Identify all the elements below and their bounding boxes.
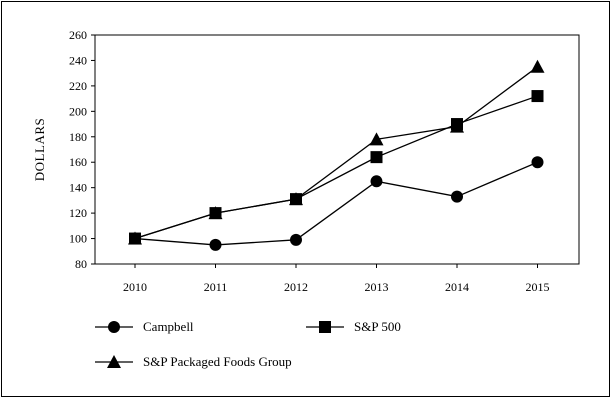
circle-point — [370, 175, 383, 188]
y-tick-label: 200 — [69, 104, 87, 118]
legend: Campbell S&P 500 S&P Packaged Foods Group — [95, 319, 401, 369]
square-point — [370, 151, 383, 164]
legend-label: S&P Packaged Foods Group — [143, 354, 292, 369]
legend-label: S&P 500 — [354, 319, 401, 334]
x-tick-label: 2012 — [284, 280, 308, 294]
y-tick-label: 180 — [69, 130, 87, 144]
triangle-point — [289, 192, 303, 206]
y-tick-label: 120 — [69, 206, 87, 220]
legend-triangle-icon — [107, 355, 121, 368]
y-tick-label: 80 — [75, 257, 87, 271]
triangle-point — [208, 206, 223, 220]
x-tick-label: 2015 — [526, 280, 550, 294]
y-tick-label: 140 — [69, 181, 87, 195]
triangle-point — [450, 119, 464, 133]
plot-area-border — [94, 34, 580, 265]
x-tick-label: 2010 — [123, 280, 147, 294]
circle-point — [290, 233, 302, 246]
y-tick-labels: 80 100 120 140 160 180 200 220 240 260 — [69, 28, 87, 271]
legend-label: Campbell — [143, 319, 194, 334]
circle-point — [531, 156, 544, 169]
triangle-point — [369, 132, 384, 146]
series-line — [134, 95, 538, 240]
x-tick-labels: 2010 2011 2012 2013 2014 2015 — [123, 280, 550, 294]
legend-entry: S&P Packaged Foods Group — [95, 354, 292, 369]
y-tick-label: 100 — [69, 232, 87, 246]
series-lines — [128, 59, 545, 251]
y-axis-label: DOLLARS — [32, 118, 47, 181]
x-tick-label: 2011 — [204, 280, 228, 294]
triangle-point — [530, 59, 545, 73]
legend-square-icon — [319, 321, 331, 333]
chart-axes — [91, 34, 580, 268]
x-tick-label: 2013 — [365, 280, 389, 294]
x-tick-label: 2014 — [445, 280, 469, 294]
circle-point — [451, 190, 463, 203]
triangle-point — [128, 231, 142, 245]
series-line — [134, 66, 538, 240]
series-line — [134, 161, 538, 246]
y-tick-label: 260 — [69, 28, 87, 42]
legend-circle-icon — [108, 321, 120, 333]
legend-entry: Campbell — [95, 319, 194, 334]
circle-point — [209, 238, 222, 251]
series-circle — [129, 156, 544, 251]
series-triangle — [128, 59, 545, 245]
y-tick-label: 160 — [69, 155, 87, 169]
square-point — [531, 90, 544, 103]
y-tick-label: 240 — [69, 53, 87, 67]
y-tick-label: 220 — [69, 79, 87, 93]
legend-entry: S&P 500 — [306, 319, 401, 334]
